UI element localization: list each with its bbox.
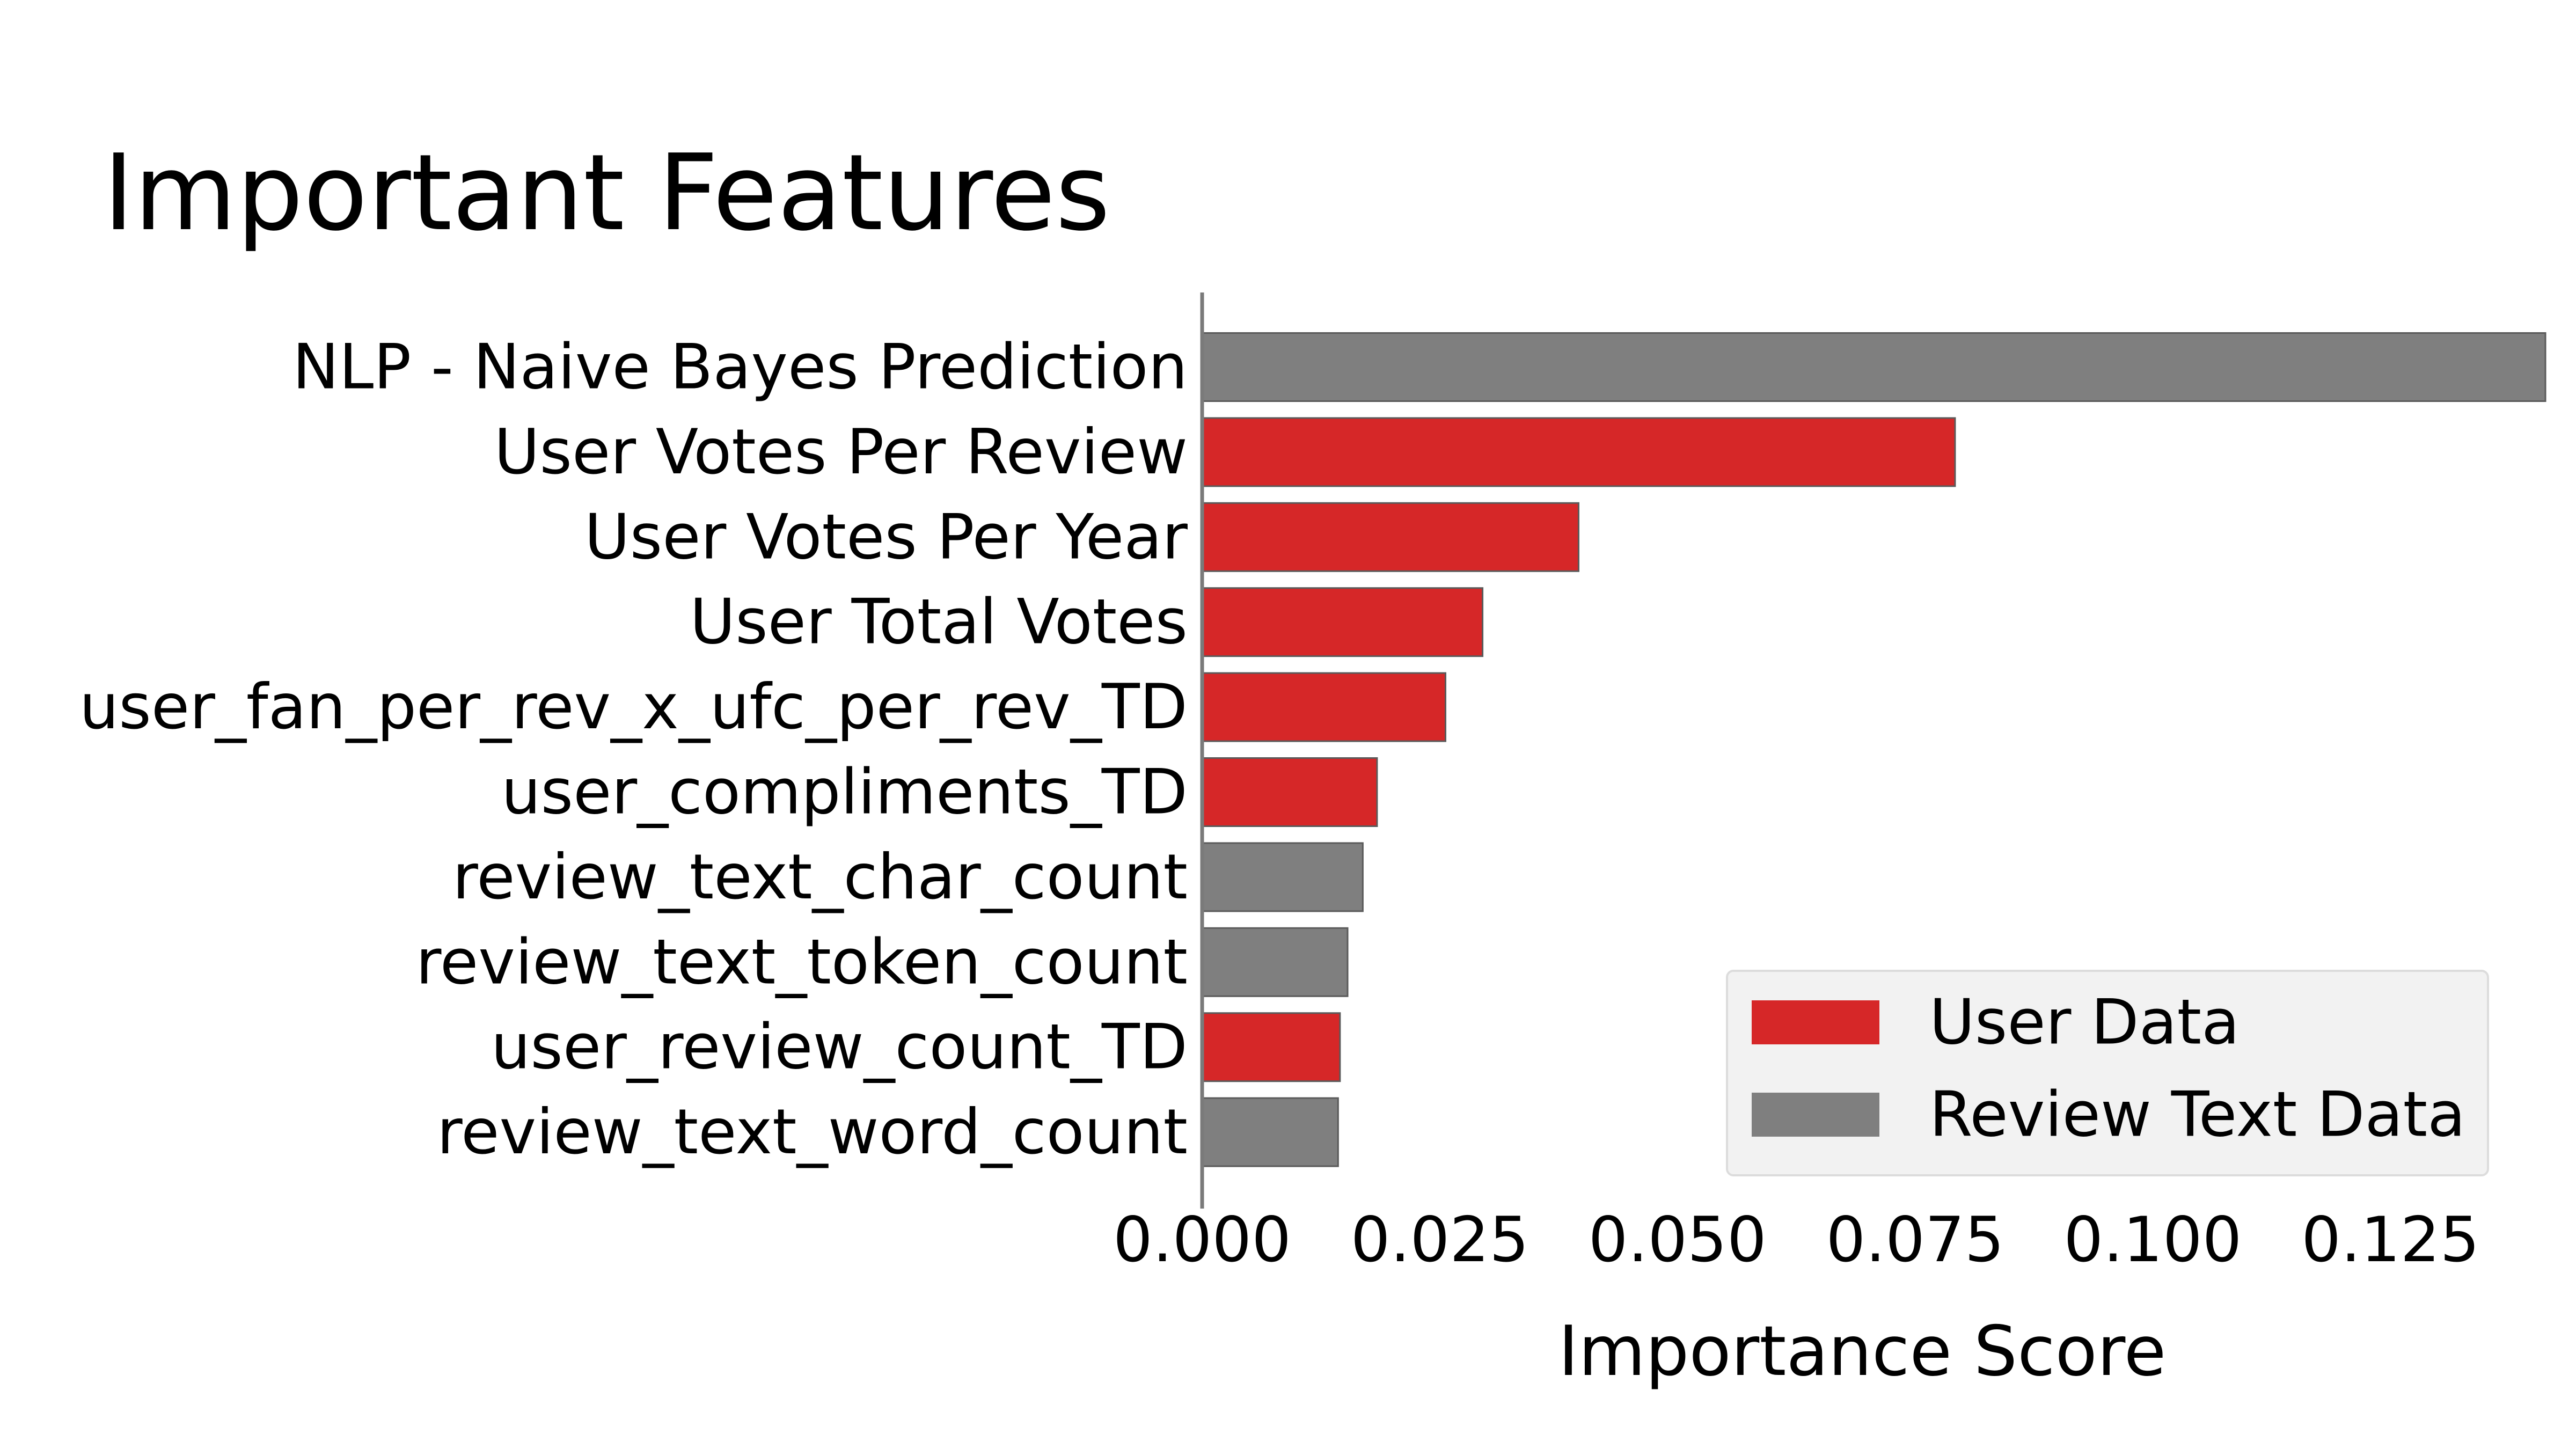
legend: User Data Review Text Data [1726, 970, 2489, 1176]
chart-title: Important Features [103, 132, 1110, 254]
x-tick-label: 0.025 [1351, 1204, 1529, 1276]
bar-6 [1201, 842, 1364, 912]
x-axis-label: Importance Score [1558, 1312, 2167, 1392]
bar-0 [1201, 332, 2546, 402]
y-tick-label: review_text_token_count [416, 926, 1188, 998]
bar-2 [1201, 502, 1579, 572]
x-tick-label: 0.000 [1113, 1204, 1291, 1276]
legend-swatch [1752, 1093, 1879, 1137]
y-tick-label: NLP - Naive Bayes Prediction [292, 331, 1188, 404]
bar-3 [1201, 587, 1484, 657]
x-tick-label: 0.075 [1826, 1204, 2004, 1276]
y-tick-label: user_compliments_TD [501, 756, 1188, 829]
y-tick-label: User Votes Per Review [494, 416, 1188, 488]
bar-8 [1201, 1012, 1341, 1082]
y-tick-label: review_text_word_count [437, 1096, 1188, 1168]
x-tick-label: 0.125 [2301, 1204, 2479, 1276]
legend-label: User Data [1929, 986, 2240, 1059]
x-tick-labels: 0.000 0.025 0.050 0.075 0.100 0.125 [1113, 1204, 2479, 1276]
bar-9 [1201, 1097, 1339, 1167]
y-tick-labels: NLP - Naive Bayes Prediction User Votes P… [79, 331, 1188, 1169]
y-tick-label: user_fan_per_rev_x_ufc_per_rev_TD [79, 671, 1188, 743]
bar-7 [1201, 927, 1349, 997]
legend-box [1726, 970, 2489, 1176]
y-tick-label: review_text_char_count [452, 841, 1188, 913]
y-tick-label: User Total Votes [690, 586, 1188, 658]
y-tick-label: user_review_count_TD [491, 1011, 1188, 1084]
y-tick-label: User Votes Per Year [584, 501, 1188, 573]
legend-label: Review Text Data [1929, 1079, 2465, 1151]
x-tick-label: 0.100 [2063, 1204, 2242, 1276]
x-tick-label: 0.050 [1589, 1204, 1767, 1276]
bar-1 [1201, 417, 1956, 487]
bar-4 [1201, 672, 1446, 742]
legend-swatch [1752, 1000, 1879, 1044]
bars-layer [1201, 332, 2546, 1167]
bar-5 [1201, 757, 1378, 827]
